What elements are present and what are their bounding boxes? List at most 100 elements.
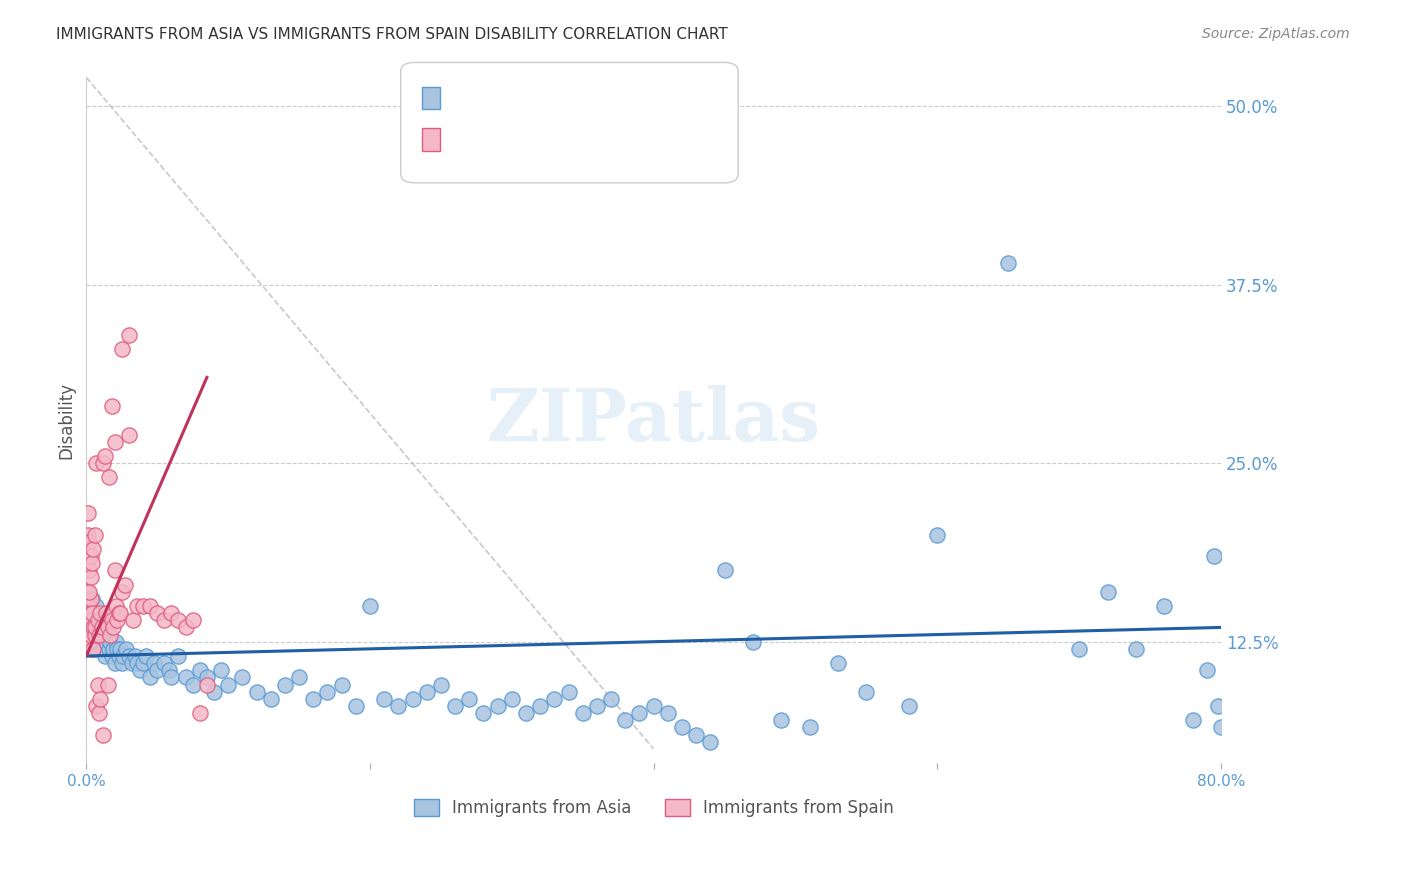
Point: [124, 648, 146, 663]
Text: R =: R =: [436, 129, 472, 147]
Point: [105, 634, 128, 648]
Point: [101, 613, 124, 627]
Point: [79, 641, 101, 656]
Point: [557, 684, 579, 698]
Text: ZIPatlas: ZIPatlas: [486, 384, 821, 456]
Point: [855, 684, 877, 698]
Point: [83, 620, 105, 634]
Text: 0.541: 0.541: [489, 129, 541, 147]
Point: [104, 656, 127, 670]
Point: [77, 606, 100, 620]
Point: [79, 591, 101, 606]
Point: [111, 584, 134, 599]
Point: [217, 677, 239, 691]
Point: [195, 677, 218, 691]
Point: [89, 613, 111, 627]
Text: 110: 110: [602, 87, 637, 105]
Point: [898, 698, 921, 713]
Point: [387, 698, 409, 713]
Point: [89, 606, 111, 620]
Point: [84, 456, 107, 470]
Point: [91, 456, 114, 470]
Point: [79, 599, 101, 613]
Point: [87, 706, 110, 720]
Point: [195, 670, 218, 684]
Point: [1097, 584, 1119, 599]
Point: [127, 599, 149, 613]
Point: [713, 563, 735, 577]
Point: [614, 713, 637, 727]
Point: [93, 449, 115, 463]
Point: [143, 656, 166, 670]
Point: [111, 342, 134, 356]
Point: [83, 627, 105, 641]
Point: [118, 327, 141, 342]
Point: [110, 641, 132, 656]
Point: [103, 620, 125, 634]
Point: [742, 634, 765, 648]
Point: [132, 656, 155, 670]
Point: [1239, 342, 1261, 356]
Point: [157, 663, 180, 677]
Point: [76, 627, 98, 641]
Point: [188, 663, 211, 677]
Point: [472, 706, 495, 720]
Point: [146, 606, 169, 620]
Point: [84, 698, 107, 713]
Point: [430, 677, 453, 691]
Point: [174, 620, 197, 634]
Point: [112, 648, 135, 663]
Point: [97, 677, 120, 691]
Point: [80, 556, 103, 570]
Point: [89, 634, 111, 648]
Point: [571, 706, 593, 720]
Point: [77, 613, 100, 627]
Point: [415, 684, 437, 698]
Point: [997, 256, 1019, 270]
Point: [181, 677, 204, 691]
Legend: Immigrants from Asia, Immigrants from Spain: Immigrants from Asia, Immigrants from Sp…: [406, 792, 900, 823]
Point: [107, 641, 129, 656]
Point: [122, 613, 145, 627]
Point: [83, 527, 105, 541]
Point: [209, 663, 232, 677]
Text: 0.164: 0.164: [489, 87, 541, 105]
Point: [1195, 663, 1218, 677]
Point: [458, 691, 481, 706]
Point: [98, 470, 121, 484]
Point: [302, 691, 325, 706]
Point: [132, 599, 155, 613]
Point: [82, 606, 104, 620]
Point: [135, 648, 157, 663]
Point: [529, 698, 551, 713]
Point: [105, 599, 128, 613]
Point: [76, 527, 98, 541]
Point: [643, 698, 665, 713]
Point: [118, 427, 141, 442]
Point: [80, 606, 103, 620]
Point: [90, 620, 112, 634]
Point: [1209, 720, 1232, 734]
Point: [139, 599, 162, 613]
Point: [174, 670, 197, 684]
Point: [153, 613, 176, 627]
Point: [100, 634, 122, 648]
Point: [274, 677, 297, 691]
Point: [76, 606, 98, 620]
Point: [1206, 698, 1229, 713]
Point: [671, 720, 693, 734]
Point: [83, 613, 105, 627]
Point: [600, 691, 623, 706]
Point: [799, 720, 821, 734]
Text: N =: N =: [548, 87, 585, 105]
Point: [188, 706, 211, 720]
Point: [77, 534, 100, 549]
Point: [115, 641, 138, 656]
Point: [657, 706, 679, 720]
Point: [89, 691, 111, 706]
Point: [167, 648, 190, 663]
Point: [245, 684, 267, 698]
Point: [77, 634, 100, 648]
Point: [86, 677, 108, 691]
Point: [82, 541, 104, 556]
